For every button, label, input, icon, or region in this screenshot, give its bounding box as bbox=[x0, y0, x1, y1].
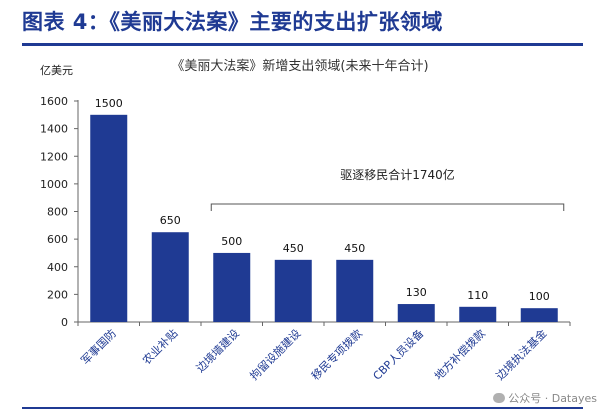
wechat-icon bbox=[493, 393, 506, 403]
bar-value-label: 500 bbox=[221, 235, 242, 248]
bar-value-label: 110 bbox=[467, 289, 488, 302]
title-divider bbox=[22, 43, 583, 46]
y-axis-unit-label: 亿美元 bbox=[40, 64, 73, 77]
x-category-label: 军事国防 bbox=[78, 326, 119, 367]
x-category-label: 农业补贴 bbox=[139, 326, 180, 367]
x-category-label: 拘留设施建设 bbox=[247, 326, 304, 383]
watermark: 公众号 · Datayes bbox=[493, 390, 597, 406]
y-tick-label: 600 bbox=[47, 233, 68, 246]
x-category-label: 边境墙建设 bbox=[193, 326, 242, 375]
bar-value-label: 450 bbox=[344, 242, 365, 255]
x-category-label: CBP人员设备 bbox=[370, 326, 426, 382]
y-tick-label: 400 bbox=[47, 261, 68, 274]
annotation-group: 驱逐移民合计1740亿 bbox=[210, 167, 565, 211]
y-tick-label: 1000 bbox=[40, 178, 68, 191]
y-tick-label: 200 bbox=[47, 288, 68, 301]
bar bbox=[397, 304, 435, 322]
y-tick-label: 1600 bbox=[40, 95, 68, 108]
bar-value-label: 450 bbox=[283, 242, 304, 255]
bar bbox=[274, 259, 312, 322]
annotation-bracket bbox=[210, 203, 565, 211]
bar bbox=[520, 308, 558, 322]
y-tick-label: 1200 bbox=[40, 150, 68, 163]
y-tick-label: 0 bbox=[61, 316, 68, 329]
chart-title: 《美丽大法案》新增支出领域(未来十年合计) bbox=[171, 58, 428, 74]
bottom-divider bbox=[22, 407, 583, 409]
y-tick-label: 800 bbox=[47, 206, 68, 219]
bars-group: 1500 军事国防 650 农业补贴 500 边境墙建设 450 拘留设施建设 450 移民专项拨… bbox=[78, 97, 558, 383]
x-category-label: 移民专项拨款 bbox=[308, 326, 365, 383]
bar bbox=[151, 232, 189, 322]
watermark-text: 公众号 · Datayes bbox=[508, 392, 597, 405]
x-category-label: 地方补偿拨款 bbox=[431, 326, 488, 383]
bar-value-label: 130 bbox=[406, 286, 427, 299]
bar bbox=[336, 259, 374, 322]
bar bbox=[459, 306, 497, 322]
figure-title: 图表 4：《美丽大法案》主要的支出扩张领域 bbox=[22, 10, 443, 34]
x-category-label: 边境执法基金 bbox=[493, 326, 550, 383]
bar-value-label: 100 bbox=[529, 290, 550, 303]
bar-value-label: 1500 bbox=[95, 97, 123, 110]
bar-value-label: 650 bbox=[160, 214, 181, 227]
bar bbox=[213, 252, 251, 322]
bar bbox=[90, 114, 128, 322]
y-tick-label: 1400 bbox=[40, 123, 68, 136]
annotation-text: 驱逐移民合计1740亿 bbox=[340, 167, 455, 182]
